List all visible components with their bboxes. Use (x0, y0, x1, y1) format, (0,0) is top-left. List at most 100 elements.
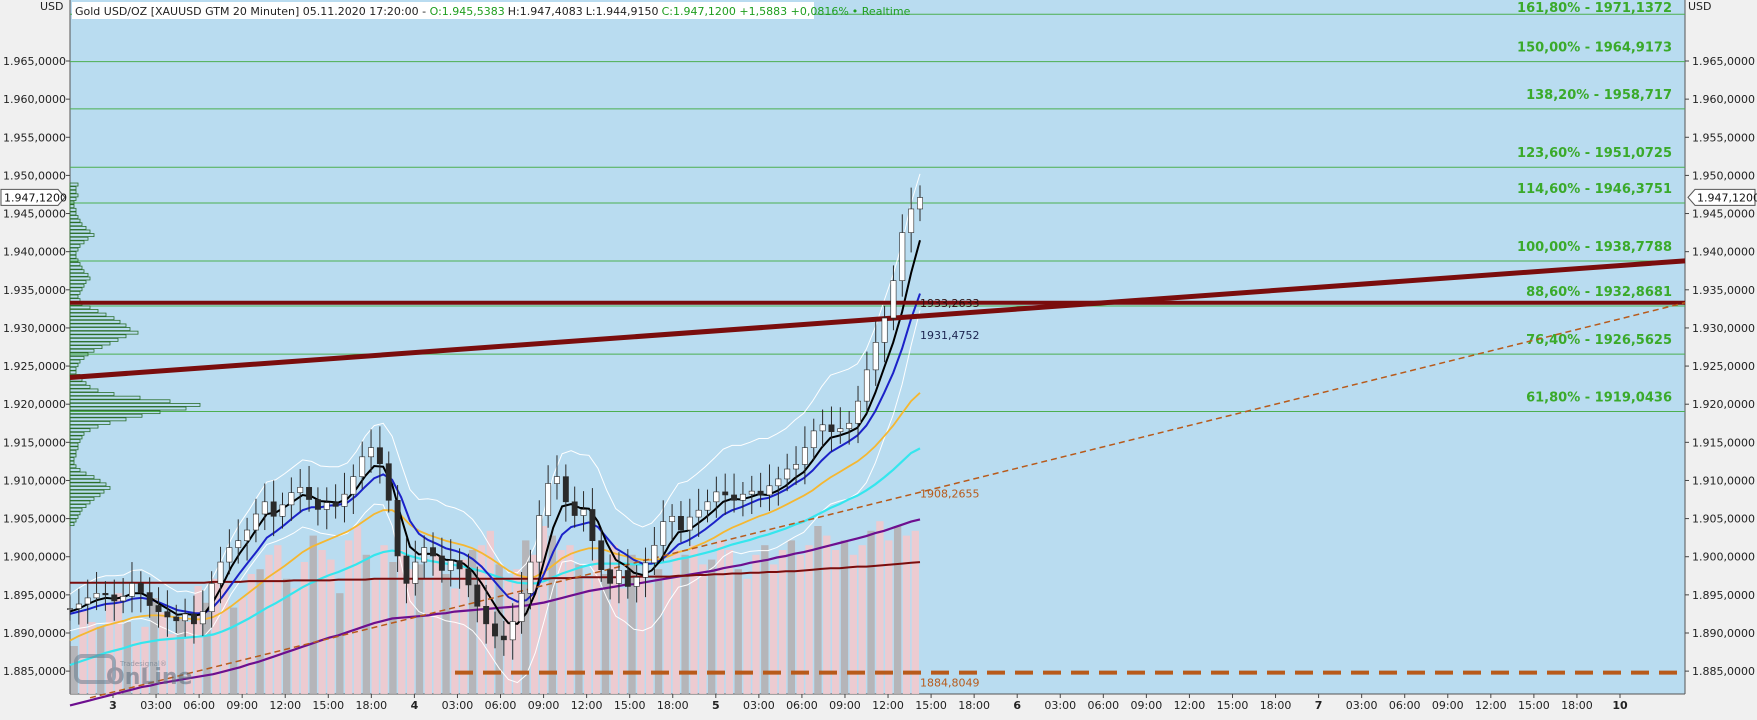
price-bar-body (483, 605, 490, 625)
volume-bar (787, 540, 796, 694)
price-bar-body (855, 400, 861, 424)
profile-bar (69, 359, 81, 364)
profile-bar (69, 319, 121, 324)
volume-bar (194, 586, 202, 694)
volume-bar (451, 588, 459, 694)
profile-bar (69, 421, 111, 425)
profile-bar (69, 229, 91, 234)
price-bar-body (642, 562, 649, 578)
x-tick-label: 15:00 (312, 699, 344, 712)
x-tick-label: 12:00 (872, 699, 904, 712)
fib-label: 138,20% - 1958,717 (1526, 88, 1672, 103)
profile-bar (69, 287, 83, 292)
y-tick-label-left: 1.930,0000 (3, 322, 66, 335)
price-bar-body (633, 577, 640, 587)
price-bar-body (492, 623, 498, 637)
profile-bar (69, 406, 187, 411)
volume-bar (203, 602, 211, 694)
header-open: O:1.945,5383 (430, 5, 505, 18)
y-tick-label-right: 1.950,0000 (1692, 169, 1755, 182)
header-low: L:1.944,9150 (586, 5, 659, 18)
price-bar-body (146, 592, 153, 606)
profile-bar (69, 435, 83, 440)
x-tick-label: 10 (1612, 699, 1628, 712)
price-bar-body (801, 447, 808, 465)
volume-bar (743, 578, 751, 694)
price-bar-body (757, 490, 764, 496)
profile-bar (69, 291, 81, 295)
profile-bar (69, 222, 83, 227)
profile-bar (69, 225, 87, 230)
volume-bar (353, 526, 362, 694)
price-bar-body (199, 611, 206, 625)
boll_lower-line (69, 310, 921, 684)
volume-bar (654, 569, 663, 694)
price-bars (67, 185, 923, 660)
x-tick-label: 03:00 (1044, 699, 1076, 712)
volume-bar (238, 598, 247, 694)
price-bar-body (102, 593, 109, 596)
y-tick-label-right: 1.955,0000 (1692, 131, 1755, 144)
price-bar-body (67, 608, 73, 610)
y-tick-label-left: 1.915,0000 (3, 436, 66, 449)
price-bar-body (722, 491, 729, 496)
volume-bar (274, 545, 282, 694)
y-tick-label-left: 1.935,0000 (3, 284, 66, 297)
volume-bar (105, 602, 114, 694)
volume-bar (247, 574, 255, 694)
ma_cyan-line (69, 447, 921, 667)
x-tick-label: 3 (109, 699, 117, 712)
x-axis: 3 03:00 06:00 09:00 12:00 15:00 18:00 4 03:00 06:… (109, 694, 1628, 712)
fib-label: 123,60% - 1951,0725 (1517, 146, 1672, 161)
volume-bar (123, 622, 131, 694)
volume-bar (681, 554, 689, 694)
price-bar-body (846, 422, 853, 429)
volume-bar (176, 617, 185, 694)
profile-bar (69, 330, 139, 335)
price-bar-body (624, 570, 631, 587)
price-bar-body (465, 568, 472, 586)
price-bar-body (784, 468, 791, 480)
volume-bar (504, 578, 512, 694)
x-tick-label: 06:00 (485, 699, 517, 712)
x-tick-label: 06:00 (1389, 699, 1421, 712)
profile-bar (69, 399, 171, 404)
y-tick-label-right: 1.900,0000 (1692, 551, 1755, 564)
price-bar-body (75, 603, 82, 609)
trendlines (69, 258, 1686, 699)
volume-bar (114, 593, 123, 694)
price-bar-body (677, 516, 684, 531)
volume-bar (663, 578, 672, 694)
volume-bar (592, 559, 601, 694)
profile-bar (69, 244, 81, 248)
volume-bar (389, 562, 397, 694)
price-bar-body (872, 342, 879, 371)
fib-label: 161,80% - 1971,1372 (1517, 1, 1672, 16)
y-tick-label-left: 1.905,0000 (3, 513, 66, 526)
x-tick-label: 12:00 (1174, 699, 1206, 712)
profile-bar (69, 457, 75, 461)
price-bar-body (863, 369, 870, 402)
volume-bar (212, 578, 220, 694)
x-tick-label: 6 (1013, 699, 1021, 712)
price-bar-body (775, 478, 782, 487)
price-bar-body (208, 583, 215, 612)
x-tick-label: 12:00 (1475, 699, 1507, 712)
profile-bar (69, 410, 161, 415)
fib-label: 61,80% - 1919,0436 (1526, 390, 1672, 405)
profile-bar (69, 460, 75, 465)
price-bar-body (252, 513, 259, 531)
volume-bar (708, 559, 716, 694)
tradesignal-logo: Tradesignal® OnLine (74, 654, 193, 690)
volume-bar (141, 626, 149, 694)
profile-bar (69, 247, 79, 252)
volume-bar (442, 574, 450, 694)
profile-bar (69, 522, 75, 527)
price-bar-body (403, 555, 410, 584)
profile-bar (69, 215, 79, 219)
price-bar-body (669, 516, 676, 522)
y-tick-label-right: 1.885,0000 (1692, 665, 1755, 678)
profile-bar (69, 280, 87, 284)
